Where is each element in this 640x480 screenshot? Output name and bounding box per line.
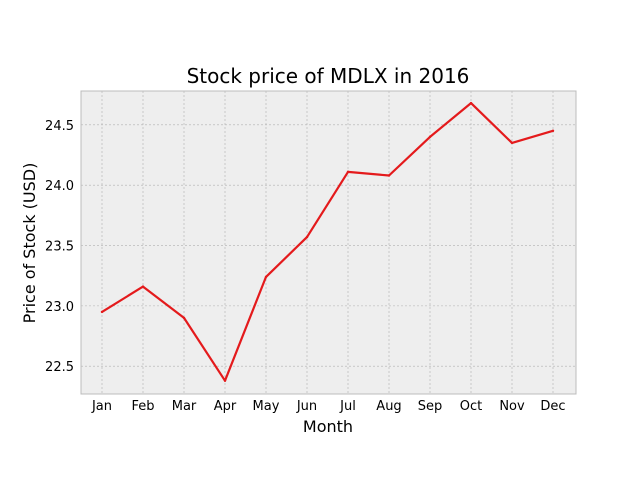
- chart-title: Stock price of MDLX in 2016: [187, 64, 470, 88]
- data-point: [551, 129, 555, 133]
- x-axis-label: Month: [303, 417, 353, 436]
- x-tick-label: Oct: [460, 399, 482, 414]
- y-tick-labels: 22.5 23.0 23.5 24.0 24.5: [45, 119, 74, 375]
- data-point: [387, 174, 391, 177]
- data-point: [510, 141, 514, 145]
- y-tick-label: 23.5: [45, 240, 74, 255]
- x-tick-label: Feb: [131, 399, 154, 414]
- data-point: [428, 135, 432, 139]
- data-point: [305, 235, 309, 239]
- plot-area: [81, 91, 576, 394]
- x-tick-label: Nov: [499, 399, 525, 414]
- series-line-layer: [100, 101, 555, 382]
- x-tick-label: May: [253, 399, 280, 414]
- x-tick-label: Dec: [540, 399, 565, 414]
- plot-frame: [80, 90, 577, 395]
- data-point: [100, 310, 104, 314]
- data-point: [264, 275, 268, 279]
- x-tick-label: Sep: [418, 399, 443, 414]
- y-tick-label: 23.0: [45, 300, 74, 315]
- data-point: [469, 101, 473, 105]
- y-axis-label: Price of Stock (USD): [20, 163, 39, 324]
- data-point: [223, 379, 227, 382]
- y-tick-label: 22.5: [45, 360, 74, 375]
- x-tick-label: Jun: [296, 399, 317, 414]
- y-tick-label: 24.0: [45, 179, 74, 194]
- x-tick-label: Jul: [339, 399, 356, 414]
- x-tick-label: Mar: [172, 399, 197, 414]
- data-point: [346, 170, 350, 174]
- data-point: [141, 285, 145, 288]
- x-tick-labels: Jan Feb Mar Apr May Jun Jul Aug Sep Oct Nov Dec: [91, 399, 566, 414]
- series-line: [100, 101, 555, 382]
- x-tick-label: Apr: [214, 399, 237, 414]
- data-point: [182, 316, 186, 320]
- x-tick-label: Aug: [376, 399, 401, 414]
- x-tick-label: Jan: [91, 399, 112, 414]
- y-tick-label: 24.5: [45, 119, 74, 134]
